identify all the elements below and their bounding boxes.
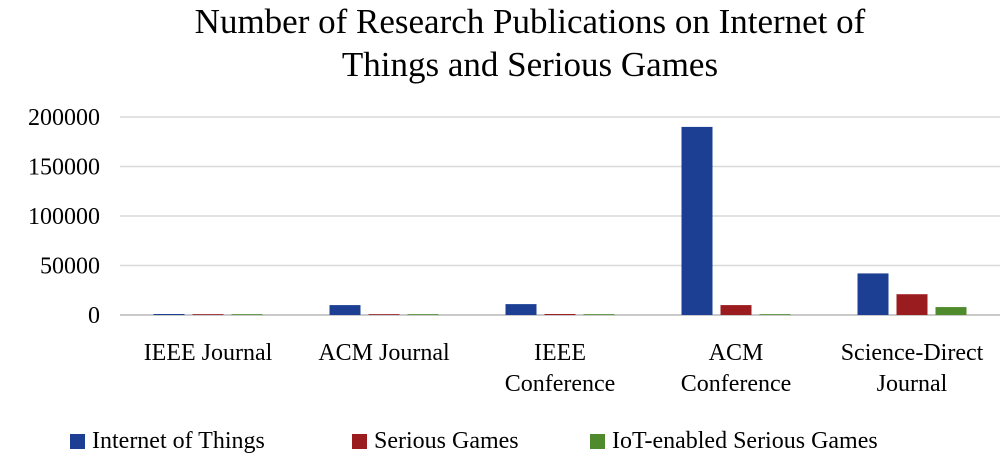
bar-serious-games-acm-journal [368,314,400,315]
x-tick-label-acm-journal-line-1: ACM Journal [318,340,450,366]
legend-swatch-serious-games [352,433,367,449]
bar-internet-of-things-science-direct-journal [857,273,889,315]
legend-label-internet-of-things: Internet of Things [92,428,265,454]
bar-iot-enabled-serious-games-ieee-journal [231,314,263,315]
bar-iot-enabled-serious-games-acm-conference [759,314,791,315]
y-tick-label-100000: 100000 [28,204,100,230]
bar-internet-of-things-acm-conference [681,126,713,316]
bar-serious-games-ieee-conference [544,314,576,315]
legend-swatch-internet-of-things [70,433,85,449]
legend-item-iot-enabled-serious-games: IoT-enabled Serious Games [590,425,878,457]
legend-swatch-iot-enabled-serious-games [590,433,605,449]
y-tick-label-150000: 150000 [28,155,100,181]
bar-iot-enabled-serious-games-science-direct-journal [935,307,967,315]
x-tick-label-science-direct-journal-line-2: Journal [877,371,948,397]
chart-title-line-1: Number of Research Publications on Inter… [194,2,866,41]
bar-iot-enabled-serious-games-acm-journal [407,314,439,315]
legend-label-iot-enabled-serious-games: IoT-enabled Serious Games [612,428,878,454]
bar-internet-of-things-acm-journal [329,305,361,315]
x-tick-label-ieee-journal-line-1: IEEE Journal [144,340,273,366]
bar-internet-of-things-ieee-journal [153,314,185,315]
y-tick-label-50000: 50000 [40,254,100,280]
x-tick-label-science-direct-journal-line-1: Science-Direct [841,340,984,366]
bar-serious-games-ieee-journal [192,314,224,315]
legend: Internet of Things Serious Games IoT-ena… [0,425,1000,457]
x-tick-label-ieee-conference-line-2: Conference [505,371,616,397]
legend-item-serious-games: Serious Games [352,425,519,457]
bar-serious-games-science-direct-journal [896,294,928,315]
x-tick-label-ieee-conference-line-1: IEEE [534,340,586,366]
bar-iot-enabled-serious-games-ieee-conference [583,314,615,315]
legend-item-internet-of-things: Internet of Things [70,425,265,457]
bar-internet-of-things-ieee-conference [505,304,537,315]
y-tick-label-200000: 200000 [28,105,100,131]
bar-chart: 0 50000 100000 150000 200000 IEEE Journal ACM … [28,105,1000,397]
x-tick-label-acm-conference-line-1: ACM [709,340,764,366]
chart-title-line-2: Things and Serious Games [341,45,719,84]
chart-title: Number of Research Publications on Inter… [0,0,1000,86]
x-tick-label-acm-conference-line-2: Conference [681,371,792,397]
y-tick-label-0: 0 [88,303,100,329]
legend-label-serious-games: Serious Games [374,428,519,454]
bar-serious-games-acm-conference [720,305,752,315]
